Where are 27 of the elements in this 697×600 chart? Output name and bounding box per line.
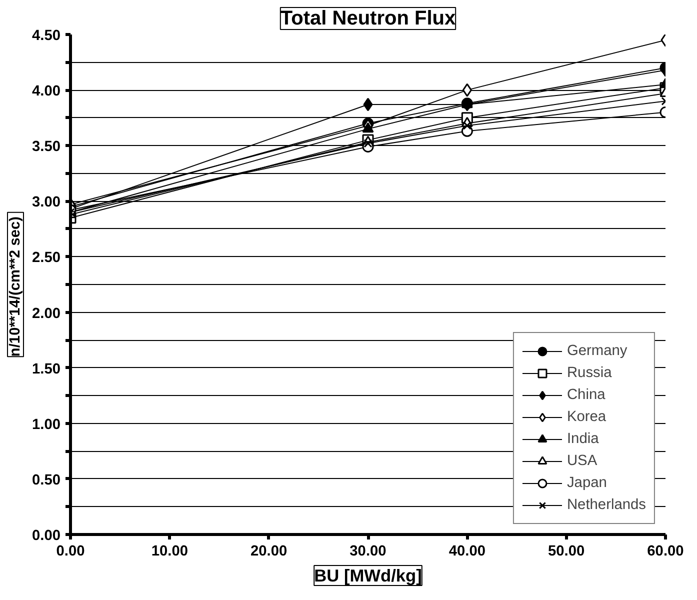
legend-label: Germany bbox=[566, 343, 628, 359]
y-tick-label: 0.50 bbox=[32, 472, 61, 488]
y-tick-label: 3.00 bbox=[32, 194, 61, 211]
x-tick-label: 40.00 bbox=[448, 544, 486, 560]
legend-label: Netherlands bbox=[566, 497, 646, 513]
x-tick-label: 20.00 bbox=[250, 544, 288, 560]
y-axis-title: n/10**14/(cm**2 sec) bbox=[8, 216, 24, 357]
y-tick-label: 3.50 bbox=[32, 139, 61, 156]
x-tick-label: 50.00 bbox=[548, 544, 585, 560]
legend-label: Japan bbox=[566, 475, 607, 491]
x-tick-label: 0.00 bbox=[56, 544, 85, 560]
legend-label: Korea bbox=[566, 409, 606, 425]
y-tick-label: 4.50 bbox=[32, 28, 61, 44]
y-tick-label: 2.50 bbox=[32, 250, 61, 266]
x-tick-label: 10.00 bbox=[151, 544, 188, 560]
y-tick-label: 4.00 bbox=[32, 84, 61, 100]
x-tick-label: 60.00 bbox=[647, 544, 684, 560]
y-tick-label: 2.00 bbox=[32, 306, 61, 322]
x-axis-title: BU [MWd/kg] bbox=[314, 566, 422, 586]
y-tick-label: 1.00 bbox=[32, 416, 61, 433]
y-tick-label: 1.50 bbox=[32, 361, 61, 378]
legend-label: China bbox=[566, 387, 606, 403]
legend-label: Russia bbox=[566, 365, 612, 381]
legend-label: India bbox=[566, 431, 599, 447]
legend-label: USA bbox=[566, 453, 598, 469]
y-tick-label: 0.00 bbox=[32, 528, 61, 544]
x-tick-label: 30.00 bbox=[350, 544, 386, 560]
